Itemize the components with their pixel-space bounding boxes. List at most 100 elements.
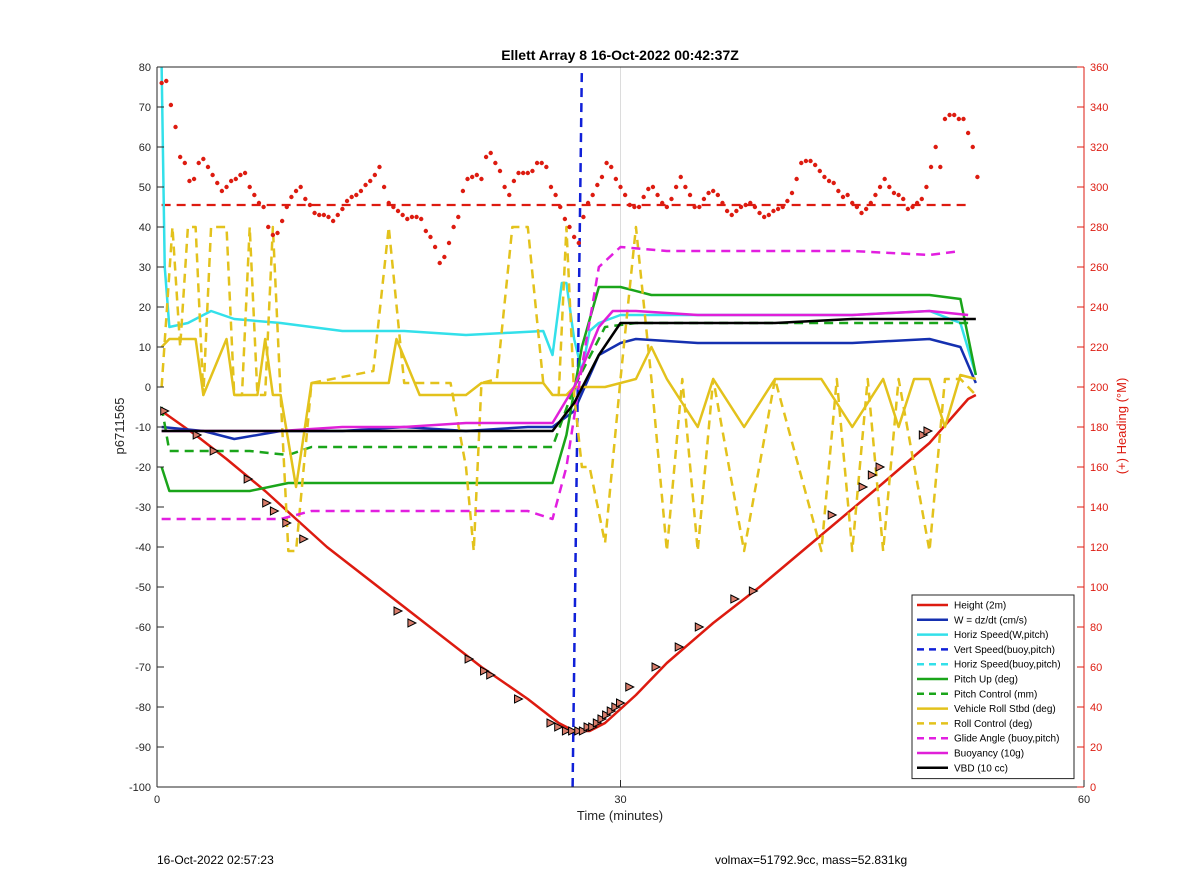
y-tick-label: -70 <box>135 662 151 674</box>
heading-dot <box>919 196 924 202</box>
heading-dot <box>729 212 734 218</box>
heading-dot <box>215 180 220 186</box>
heading-dot <box>924 184 929 190</box>
heading-dot <box>910 204 915 210</box>
heading-dot <box>873 192 878 198</box>
heading-dot <box>761 214 767 220</box>
height-marker <box>674 642 685 652</box>
y-tick-label: -30 <box>135 502 151 514</box>
height-marker <box>209 446 220 456</box>
heading-dot <box>673 184 679 190</box>
heading-dot <box>854 204 860 210</box>
heading-dot <box>474 172 480 178</box>
y2-tick-label: 180 <box>1090 422 1108 434</box>
y2-tick-label: 20 <box>1090 742 1102 754</box>
heading-dot <box>414 214 419 220</box>
heading-dot <box>952 112 957 118</box>
y-tick-label: -40 <box>135 542 151 554</box>
series-roll_control-line <box>160 225 977 553</box>
heading-dot <box>437 260 442 266</box>
heading-dot <box>432 244 438 250</box>
heading-dot <box>275 230 280 236</box>
height-marker <box>694 622 705 632</box>
legend-label-horiz_speed: Horiz Speed(W,pitch) <box>954 630 1048 641</box>
heading-dot <box>173 124 178 130</box>
heading-dot <box>516 170 521 176</box>
heading-dot <box>877 184 883 190</box>
heading-dot <box>330 218 336 224</box>
x-tick-label: 30 <box>614 794 626 806</box>
heading-dot <box>567 224 572 230</box>
heading-dot <box>511 178 517 184</box>
y2-tick-label: 60 <box>1090 662 1102 674</box>
heading-dot <box>405 216 410 222</box>
height-marker <box>606 706 617 716</box>
height-marker <box>583 722 594 732</box>
heading-dot <box>456 214 461 220</box>
y-axis-label: p6711565 <box>112 398 127 455</box>
heading-dot <box>479 176 484 182</box>
heading-dot <box>335 212 340 218</box>
height-marker <box>625 682 635 692</box>
height-marker <box>282 518 292 528</box>
legend-box <box>911 594 1075 780</box>
height-marker <box>875 462 886 472</box>
chart-title: Ellett Array 8 16-Oct-2022 00:42:37Z <box>501 47 739 63</box>
heading-dot <box>238 172 243 178</box>
height-marker <box>160 406 170 416</box>
heading-dot <box>775 206 781 212</box>
heading-dot <box>938 164 943 170</box>
heading-dot <box>715 192 721 198</box>
heading-dot <box>748 200 753 206</box>
heading-dot <box>326 214 331 220</box>
heading-dot <box>312 210 317 216</box>
heading-dot <box>553 192 558 198</box>
y-tick-label: 70 <box>139 102 151 114</box>
heading-dot <box>228 178 234 184</box>
heading-dot <box>817 168 823 174</box>
legend-label-vbd: VBD (10 cc) <box>954 763 1008 774</box>
y2-tick-label: 200 <box>1090 382 1108 394</box>
heading-dot <box>507 192 512 198</box>
heading-dot <box>771 208 776 214</box>
heading-dot <box>344 198 350 204</box>
heading-dot <box>219 188 225 194</box>
series-roll-line <box>160 337 977 489</box>
heading-dot <box>965 130 971 136</box>
legend-label-pitch_control: Pitch Control (mm) <box>954 689 1037 700</box>
heading-dot <box>558 204 563 210</box>
heading-dot <box>845 192 850 198</box>
heading-dot <box>261 204 266 210</box>
heading-dot <box>799 160 804 166</box>
series-group <box>159 67 980 787</box>
heading-dot <box>520 170 526 176</box>
heading-dot <box>683 184 688 190</box>
height-marker <box>616 698 626 708</box>
heading-dot <box>317 212 322 218</box>
heading-dot <box>780 204 785 210</box>
heading-dot <box>442 254 447 260</box>
heading-dot <box>622 192 628 198</box>
heading-dot <box>544 164 549 170</box>
heading-dot <box>650 184 656 190</box>
heading-dot <box>961 116 966 122</box>
heading-dot <box>687 192 693 198</box>
y-tick-label: -50 <box>135 582 151 594</box>
height-marker <box>611 702 621 712</box>
heading-dot <box>585 200 591 206</box>
heading-dot <box>901 196 906 202</box>
series-vbd-line <box>161 317 976 433</box>
y2-tick-label: 120 <box>1090 542 1108 554</box>
heading-dot <box>734 208 739 214</box>
heading-dot <box>831 180 836 186</box>
heading-dot <box>391 204 396 210</box>
heading-dot <box>933 144 938 150</box>
heading-dot <box>891 190 897 196</box>
heading-dot <box>293 188 299 194</box>
y-tick-label: -90 <box>135 742 151 754</box>
heading-dot <box>242 170 248 176</box>
height-marker <box>918 430 929 440</box>
heading-dot <box>627 202 632 208</box>
y2-tick-label: 100 <box>1090 582 1108 594</box>
heading-dot <box>377 164 382 170</box>
